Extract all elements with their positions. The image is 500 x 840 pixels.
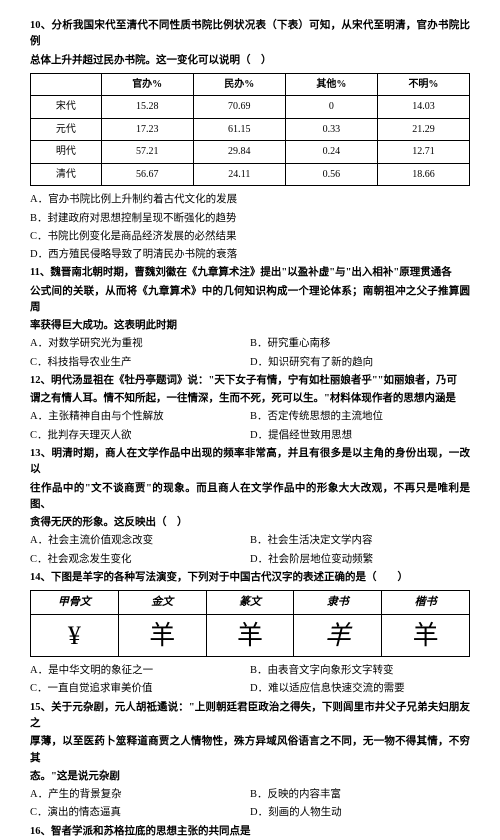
q12-stem-l2: 谓之有情人耳。情不知所起，一往情深，生而不死，死可以生。"材料体现作者的思想内涵… (30, 391, 470, 407)
cell: 0.24 (285, 141, 377, 164)
glyph-oracle: ¥ (31, 615, 119, 657)
q14-opt-d: D．难以适应信息快速交流的需要 (250, 681, 470, 697)
cell: 0.56 (285, 163, 377, 186)
cell: 29.84 (193, 141, 285, 164)
q15-opt-a: A．产生的背景复杂 (30, 787, 250, 803)
q11-stem-l2: 公式间的关联，从而将《九章算术》中的几何知识构成一个理论体系；南朝祖冲之父子推算… (30, 284, 470, 317)
q10-opt-d: D．西方殖民侵略导致了明清民办书院的衰落 (30, 247, 470, 263)
cell: 57.21 (101, 141, 193, 164)
table-row: 清代56.6724.110.5618.66 (31, 163, 470, 186)
q11-opt-b: B．研究重心南移 (250, 336, 470, 352)
q10-th-1: 官办% (101, 73, 193, 96)
char-header: 楷书 (382, 591, 470, 615)
cell: 70.69 (193, 96, 285, 119)
table-row: 宋代15.2870.69014.03 (31, 96, 470, 119)
q10-opt-a: A．官办书院比例上升制约着古代文化的发展 (30, 192, 470, 208)
q14-char-table: 甲骨文 金文 篆文 隶书 楷书 ¥ 羊 羊 羊 羊 (30, 590, 470, 657)
q13-opt-d: D．社会阶层地位变动频繁 (250, 552, 470, 568)
cell: 14.03 (377, 96, 469, 119)
q13-opt-a: A．社会主流价值观念改变 (30, 533, 250, 549)
q14-opt-b: B．由表音文字向象形文字转变 (250, 663, 470, 679)
cell: 元代 (31, 118, 102, 141)
cell: 21.29 (377, 118, 469, 141)
q13-stem-l3: 贪得无厌的形象。这反映出（ ） (30, 515, 470, 531)
glyph-clerical: 羊 (294, 615, 382, 657)
q14-char-header: 甲骨文 金文 篆文 隶书 楷书 (31, 591, 470, 615)
q10-stem-line2: 总体上升并超过民办书院。这一变化可以说明（ ） (30, 53, 470, 69)
q12-stem-l1: 12、明代汤显祖在《牡丹亭题词》说："天下女子有情，宁有如杜丽娘者乎""如丽娘者… (30, 373, 470, 389)
q11-stem-l1: 11、魏晋南北朝时期，曹魏刘徽在《九章算术注》提出"以盈补虚"与"出入相补"原理… (30, 265, 470, 281)
q14-opt-c: C．一直自觉追求审美价值 (30, 681, 250, 697)
q15-stem-l2: 厚薄，以至医药卜筮释道商贾之人情物性，殊方异域风俗语言之不同，无一物不得其情，不… (30, 734, 470, 767)
q15-opt-c: C．演出的情态逼真 (30, 805, 250, 821)
char-header: 隶书 (294, 591, 382, 615)
q14-opt-a: A．是中华文明的象征之一 (30, 663, 250, 679)
q15-opt-b: B．反映的内容丰富 (250, 787, 470, 803)
char-header: 甲骨文 (31, 591, 119, 615)
char-header: 篆文 (206, 591, 294, 615)
q10-opt-c: C．书院比例变化是商品经济发展的必然结果 (30, 229, 470, 245)
q10-stem-line1: 10、分析我国宋代至清代不同性质书院比例状况表（下表）可知，从宋代至明清，官办书… (30, 18, 470, 51)
q13-opt-c: C．社会观念发生变化 (30, 552, 250, 568)
cell: 18.66 (377, 163, 469, 186)
q13-opt-b: B．社会生活决定文学内容 (250, 533, 470, 549)
q10-table: 官办% 民办% 其他% 不明% 宋代15.2870.69014.03 元代17.… (30, 73, 470, 187)
q10-th-2: 民办% (193, 73, 285, 96)
cell: 12.71 (377, 141, 469, 164)
q12-opt-c: C．批判存天理灭人欲 (30, 428, 250, 444)
q10-opt-b: B．封建政府对思想控制呈现不断强化的趋势 (30, 211, 470, 227)
q13-stem-l2: 往作品中的"文不谈商贾"的现象。而且商人在文学作品中的形象大大改观，不再只是唯利… (30, 481, 470, 514)
cell: 17.23 (101, 118, 193, 141)
cell: 15.28 (101, 96, 193, 119)
glyph-bronze: 羊 (118, 615, 206, 657)
cell: 宋代 (31, 96, 102, 119)
q13-stem-l1: 13、明清时期，商人在文学作品中出现的频率非常高，并且有很多是以主角的身份出现，… (30, 446, 470, 479)
glyph-regular: 羊 (382, 615, 470, 657)
q10-table-header: 官办% 民办% 其他% 不明% (31, 73, 470, 96)
q11-stem-l3: 率获得巨大成功。这表明此时期 (30, 318, 470, 334)
q10-th-3: 其他% (285, 73, 377, 96)
cell: 明代 (31, 141, 102, 164)
q11-opt-a: A．对数学研究光为重视 (30, 336, 250, 352)
q12-opt-d: D．提倡经世致用思想 (250, 428, 470, 444)
q12-opt-a: A．主张精神自由与个性解放 (30, 409, 250, 425)
glyph-seal: 羊 (206, 615, 294, 657)
table-row: 元代17.2361.150.3321.29 (31, 118, 470, 141)
cell: 清代 (31, 163, 102, 186)
q11-opt-d: D．知识研究有了新的趋向 (250, 355, 470, 371)
q11-opt-c: C．科技指导农业生产 (30, 355, 250, 371)
cell: 0 (285, 96, 377, 119)
cell: 61.15 (193, 118, 285, 141)
cell: 24.11 (193, 163, 285, 186)
cell: 0.33 (285, 118, 377, 141)
q10-th-0 (31, 73, 102, 96)
q14-stem: 14、下图是羊字的各种写法演变，下列对于中国古代汉字的表述正确的是（ ） (30, 570, 470, 586)
q16-stem: 16、智者学派和苏格拉底的思想主张的共同点是 (30, 824, 470, 840)
q15-opt-d: D．刻画的人物生动 (250, 805, 470, 821)
q15-stem-l3: 态。"这是说元杂剧 (30, 769, 470, 785)
q15-stem-l1: 15、关于元杂剧，元人胡祗遹说："上则朝廷君臣政治之得失，下则闾里市井父子兄弟夫… (30, 700, 470, 733)
q12-opt-b: B．否定传统思想的主流地位 (250, 409, 470, 425)
q14-char-glyphs: ¥ 羊 羊 羊 羊 (31, 615, 470, 657)
q10-th-4: 不明% (377, 73, 469, 96)
char-header: 金文 (118, 591, 206, 615)
table-row: 明代57.2129.840.2412.71 (31, 141, 470, 164)
cell: 56.67 (101, 163, 193, 186)
